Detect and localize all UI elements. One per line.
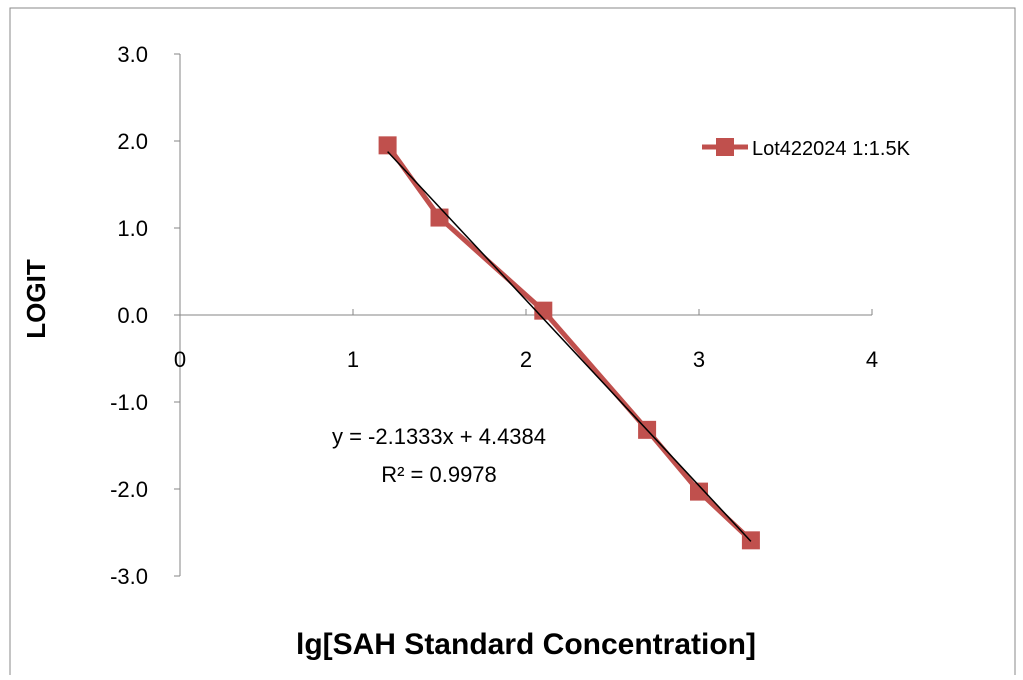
y-tick-label: -1.0 [110, 390, 148, 415]
x-tick-label: 4 [866, 347, 878, 372]
y-tick-label: 0.0 [117, 303, 148, 328]
legend: Lot422024 1:1.5K [702, 138, 911, 160]
trendline-annotation: y = -2.1333x + 4.4384 R² = 0.9978 [332, 424, 546, 487]
chart-border [9, 7, 1016, 679]
legend-entry-label: Lot422024 1:1.5K [752, 138, 911, 160]
trend-layer [387, 151, 752, 542]
axes: -3.0 -2.0 -1.0 0.0 1.0 2.0 3.0 0 1 2 3 4 [110, 42, 878, 589]
x-tick-label: 2 [520, 347, 532, 372]
y-tick-label: -2.0 [110, 477, 148, 502]
linear-trendline [387, 151, 752, 542]
trendline-r-squared: R² = 0.9978 [381, 462, 497, 487]
legend-marker-swatch [716, 138, 734, 156]
x-tick-label: 0 [174, 347, 186, 372]
y-axis-label: LOGIT [21, 259, 51, 339]
y-tick-label: 3.0 [117, 42, 148, 67]
x-tick-label: 3 [693, 347, 705, 372]
data-point [430, 208, 449, 227]
y-tick-label: -3.0 [110, 564, 148, 589]
x-axis-label: lg[SAH Standard Concentration] [296, 628, 756, 661]
data-point [378, 136, 397, 155]
x-tick-label: 1 [347, 347, 359, 372]
data-point [690, 482, 708, 501]
data-point [534, 301, 553, 320]
y-tick-label: 2.0 [117, 129, 148, 154]
y-tick-label: 1.0 [117, 216, 148, 241]
trendline-equation: y = -2.1333x + 4.4384 [332, 424, 546, 449]
